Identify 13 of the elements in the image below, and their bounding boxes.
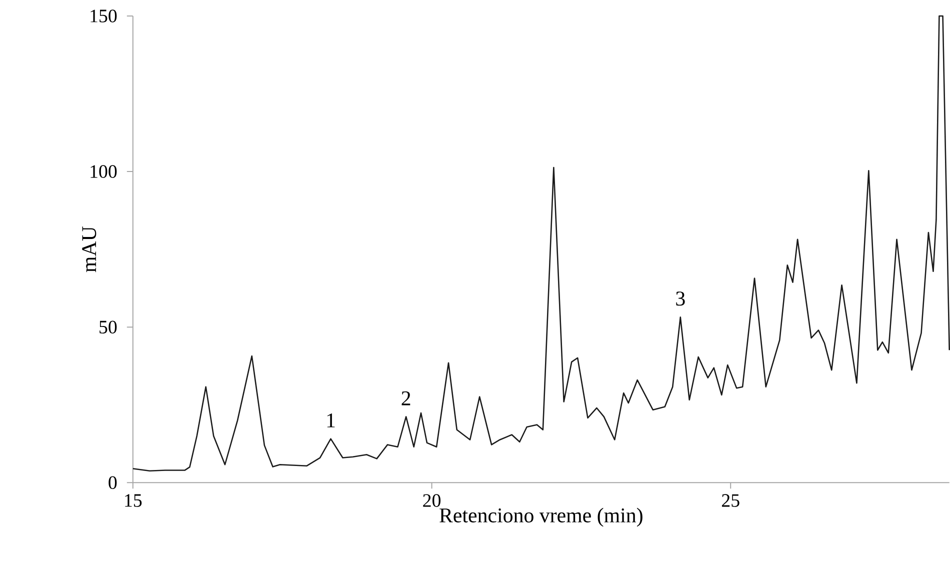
annotation: 3 (676, 292, 685, 306)
y-tick-label: 50 (100, 320, 117, 334)
x-tick-label: 15 (125, 494, 142, 508)
x-tick-label: 25 (722, 494, 740, 508)
annotation: 1 (327, 414, 335, 428)
y-tick-label: 150 (90, 10, 117, 23)
annotation: 2 (402, 392, 410, 406)
y-tick-label: 0 (108, 476, 117, 490)
line-series (132, 16, 950, 472)
x-tick-label: 20 (423, 494, 440, 508)
x-axis-title: Retenciono vreme (min) (440, 508, 642, 527)
y-tick-label: 100 (90, 165, 117, 178)
y-axis-title: mAU (82, 226, 96, 272)
